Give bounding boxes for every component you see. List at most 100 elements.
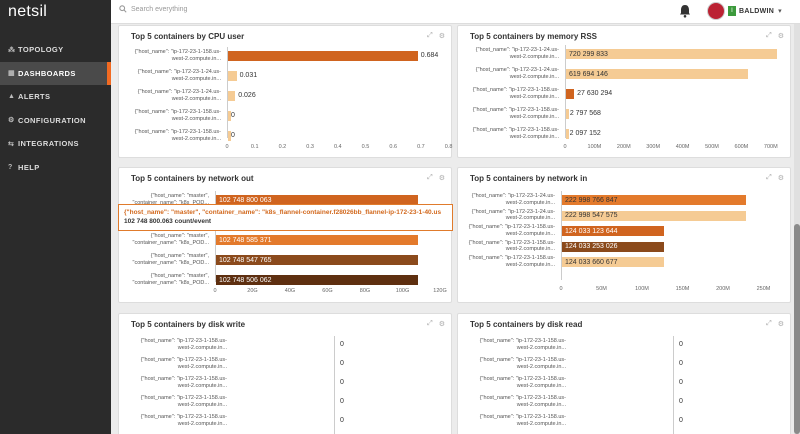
chart-bar[interactable]: 102 748 506 062 [216, 275, 419, 285]
chart-bar[interactable]: 124 033 123 644 [562, 226, 665, 236]
chart-bar[interactable] [228, 71, 237, 81]
row-label-line: {"host_name": "ip-172-23-1-158.us- [468, 239, 555, 246]
row-label-line: {"host_name": "ip-172-23-1-24.us- [137, 89, 221, 95]
row-label-line: west-2.compute.in... [516, 382, 566, 389]
sidebar-item-integrations[interactable]: ⇆ INTEGRATIONS [0, 132, 111, 156]
x-axis-tick-label: 20G [247, 288, 258, 294]
chart-bar[interactable] [566, 89, 575, 99]
chart-bar[interactable]: 222 998 766 847 [562, 195, 747, 205]
bar-value-label: 124 033 123 644 [565, 227, 618, 235]
row-label: {"host_name": "ip-172-23-1-158.us-west-2… [119, 376, 227, 389]
panel-actions: ⤢ ⚙ [766, 174, 784, 182]
chart-bar[interactable] [228, 91, 236, 101]
chart-bar[interactable]: 102 748 585 371 [216, 235, 419, 245]
chart-bar[interactable]: 102 748 800 063 [216, 195, 419, 205]
search-input[interactable]: Search everything [131, 5, 188, 13]
chart-bar[interactable] [566, 109, 569, 119]
row-label: {"host_name": "ip-172-23-1-158.us-west-2… [113, 129, 221, 142]
x-axis-tick-label: 600M [734, 144, 749, 150]
row-label-line: {"host_name": "ip-172-23-1-158.us- [472, 127, 559, 133]
expand-icon[interactable]: ⤢ [766, 174, 772, 181]
chart-bar[interactable]: 102 748 547 765 [216, 255, 419, 265]
row-label: {"host_name": "ip-172-23-1-158.us-west-2… [119, 395, 227, 408]
gear-icon[interactable]: ⚙ [438, 33, 445, 40]
bar-value-label: 0 [340, 360, 344, 367]
sidebar-item-label: TOPOLOGY [18, 45, 64, 55]
chevron-down-icon[interactable]: ▾ [778, 8, 782, 15]
bar-value-label: 102 748 506 062 [219, 276, 272, 284]
chart-bar[interactable]: 222 998 547 575 [562, 210, 747, 221]
x-axis-tick-label: 0 [213, 288, 217, 294]
expand-icon[interactable]: ⤢ [427, 174, 433, 181]
tooltip-series-key: {"host_name": "master", "container_name"… [124, 209, 442, 216]
row-label-line: west-2.compute.in... [177, 344, 227, 351]
bar-value-label: 222 998 766 847 [565, 196, 618, 204]
row-label-line: {"host_name": "ip-172-23-1-158.us- [479, 338, 566, 344]
row-label-line: west-2.compute.in... [171, 135, 221, 142]
x-axis-tick-label: 0.1 [250, 144, 259, 150]
x-axis-tick-label: 0 [225, 144, 229, 150]
sidebar-item-label: CONFIGURATION [18, 115, 86, 125]
row-label-line: {"host_name": "master", [150, 253, 209, 259]
chart-bar[interactable]: 124 033 253 026 [562, 241, 665, 252]
x-axis-tick-label: 0 [559, 286, 563, 292]
row-label-line: west-2.compute.in... [516, 363, 566, 370]
gear-icon[interactable]: ⚙ [438, 321, 445, 328]
chart-bar[interactable]: 619 694 146 [566, 69, 748, 79]
panel-title: Top 5 containers by network in [470, 174, 588, 183]
row-label-line: {"host_name": "ip-172-23-1-158.us- [140, 338, 227, 344]
row-label-line: {"host_name": "ip-172-23-1-158.us- [479, 395, 566, 401]
sidebar-item-dashboards[interactable]: ▦ DASHBOARDS [0, 61, 111, 85]
app-logo[interactable]: netsil [0, 0, 111, 24]
bar-value-label: 102 748 800 063 [219, 196, 272, 204]
y-axis-line [215, 191, 216, 282]
gear-icon[interactable]: ⚙ [438, 175, 445, 182]
chart-bar[interactable] [228, 131, 231, 141]
user-menu[interactable]: I BALDWIN ▾ [707, 2, 782, 20]
row-label: {"host_name": "ip-172-23-1-24.us-west-2.… [113, 69, 221, 82]
bar-value-label: 619 694 146 [569, 70, 608, 78]
notifications-bell-icon[interactable] [679, 4, 691, 23]
x-axis-tick-label: 300M [646, 144, 661, 150]
expand-icon[interactable]: ⤢ [766, 32, 772, 39]
row-label: {"host_name": "ip-172-23-1-158.us-west-2… [119, 357, 227, 370]
row-label-line: {"host_name": "ip-172-23-1-158.us- [479, 357, 566, 363]
chart-bar[interactable] [228, 111, 231, 121]
search-box[interactable]: Search everything [119, 5, 187, 13]
x-axis-tick-label: 50M [596, 286, 607, 292]
sidebar-item-topology[interactable]: ⁂ TOPOLOGY [0, 38, 111, 62]
row-label-line: "container_name": "k8s_POD... [132, 199, 209, 206]
row-label: {"host_name": "master","container_name":… [101, 253, 209, 266]
row-label: {"host_name": "ip-172-23-1-24.us-west-2.… [451, 67, 559, 80]
gear-icon[interactable]: ⚙ [777, 33, 784, 40]
chart-bar[interactable] [566, 129, 569, 139]
row-label: {"host_name": "ip-172-23-1-158.us-west-2… [119, 338, 227, 351]
row-label: {"host_name": "master","container_name":… [101, 233, 209, 246]
row-label-line: {"host_name": "ip-172-23-1-158.us- [134, 109, 221, 115]
chart-bar[interactable]: 720 299 833 [566, 49, 778, 59]
page-scrollbar[interactable] [794, 24, 800, 434]
expand-icon[interactable]: ⤢ [766, 320, 772, 327]
expand-icon[interactable]: ⤢ [427, 32, 433, 39]
x-axis-tick-label: 0.4 [333, 144, 342, 150]
gear-icon[interactable]: ⚙ [777, 175, 784, 182]
bar-value-label: 0 [340, 398, 344, 405]
row-label: {"host_name": "ip-172-23-1-158.us-west-2… [447, 224, 555, 237]
x-axis-tick-label: 120G [433, 288, 447, 294]
sidebar-item-configuration[interactable]: ⚙ CONFIGURATION [0, 109, 111, 133]
bar-value-label: 720 299 833 [569, 50, 608, 58]
gear-icon[interactable]: ⚙ [777, 321, 784, 328]
chart-bar[interactable]: 124 033 660 677 [562, 257, 665, 267]
sidebar-item-help[interactable]: ? HELP [0, 156, 111, 180]
row-label: {"host_name": "ip-172-23-1-158.us-west-2… [451, 107, 559, 120]
bar-value-label: 0 [679, 360, 683, 367]
chart-bar[interactable] [228, 51, 418, 61]
avatar[interactable] [707, 2, 725, 20]
sidebar-item-alerts[interactable]: ▲ ALERTS [0, 85, 111, 109]
scrollbar-thumb[interactable] [794, 224, 800, 434]
expand-icon[interactable]: ⤢ [427, 320, 433, 327]
sidebar-nav: ⁂ TOPOLOGY ▦ DASHBOARDS ▲ ALERTS ⚙ CONFIGURATIO… [0, 38, 111, 179]
bar-value-label: 0 [679, 379, 683, 386]
bar-value-label: 0 [679, 341, 683, 348]
panel-network-out: Top 5 containers by network out ⤢ ⚙ {"host_… [118, 167, 452, 303]
